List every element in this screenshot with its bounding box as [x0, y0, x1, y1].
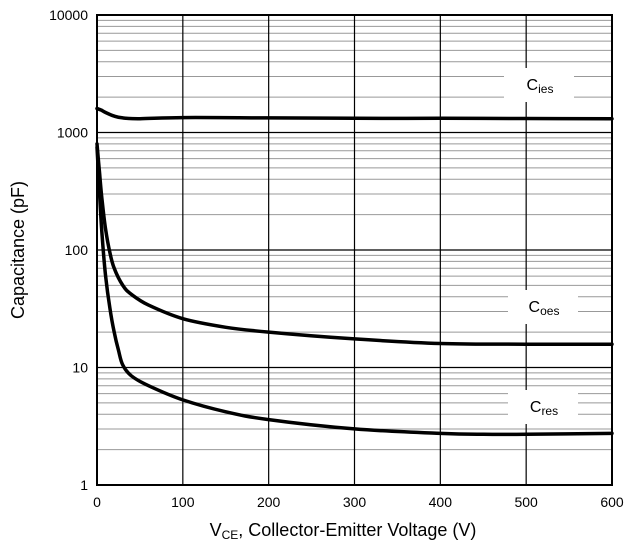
y-tick-label: 100 — [65, 242, 89, 258]
y-tick-label: 10000 — [49, 7, 88, 23]
x-tick-label: 0 — [93, 494, 101, 510]
x-tick-label: 500 — [514, 494, 538, 510]
series-label-coes: Coes — [529, 299, 560, 318]
y-tick-label: 1 — [80, 477, 88, 493]
x-axis-label: VCE, Collector-Emitter Voltage (V) — [210, 520, 477, 542]
x-tick-label: 300 — [343, 494, 367, 510]
y-tick-label: 1000 — [57, 125, 88, 141]
series-label-box — [508, 290, 578, 324]
series-label-box — [508, 390, 578, 424]
y-tick-label: 10 — [72, 360, 88, 376]
series-line-coes — [95, 142, 614, 346]
y-axis-label: Capacitance (pF) — [8, 181, 28, 319]
x-tick-labels: 0 100 200 300 400 500 600 — [93, 494, 624, 510]
plot-frame — [96, 14, 613, 486]
x-tick-label: 600 — [600, 494, 624, 510]
series-line-cies — [95, 106, 614, 121]
x-tick-label: 200 — [257, 494, 281, 510]
y-tick-labels: 1 10 100 1000 10000 — [49, 7, 88, 493]
series-layer — [95, 106, 614, 437]
x-tick-label: 400 — [429, 494, 453, 510]
series-label-box — [504, 68, 574, 102]
series-line-cres — [95, 145, 614, 437]
x-tick-label: 100 — [171, 494, 195, 510]
series-labels: Cies Coes Cres — [504, 68, 578, 424]
series-label-cres: Cres — [530, 399, 558, 418]
series-label-cies: Cies — [527, 77, 554, 96]
